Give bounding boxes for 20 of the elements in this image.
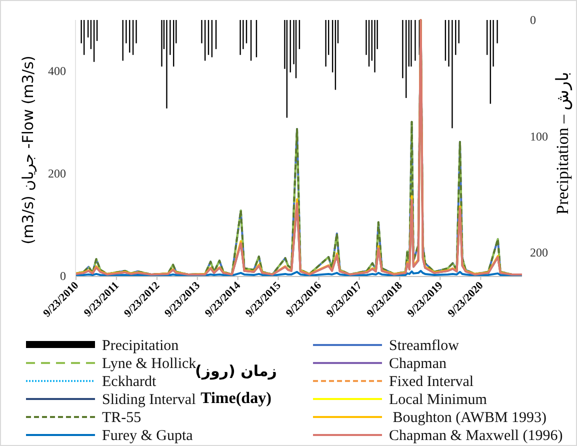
- y2-tick-label: 100: [530, 129, 548, 144]
- legend-label: Local Minimum: [389, 392, 488, 408]
- legend-label: Chapman: [389, 356, 447, 372]
- y-axis-title: (m3/s) جریان -Flow (m3/s): [19, 56, 37, 244]
- y-tick-label: 200: [48, 166, 66, 181]
- legend-label: Fixed Interval: [389, 374, 474, 390]
- y2-tick-label: 200: [530, 246, 548, 260]
- legend-label: Sliding Interval: [102, 392, 196, 408]
- legend-label: Furey & Gupta: [102, 428, 194, 444]
- y-tick-label: 400: [48, 64, 66, 78]
- y2-axis-title: Precipitation – بارش: [553, 72, 573, 214]
- legend-label: Boughton (AWBM 1993): [389, 410, 547, 426]
- y2-tick-label: 0: [530, 13, 536, 27]
- legend-label: TR-55: [102, 410, 142, 426]
- legend-label: Chapman & Maxwell (1996): [389, 428, 563, 444]
- legend-label: Eckhardt: [102, 374, 157, 390]
- y-tick-label: 0: [60, 269, 66, 283]
- legend-label: Precipitation: [102, 338, 180, 354]
- legend-label: Streamflow: [389, 338, 460, 354]
- legend-label: Lyne & Hollick: [102, 356, 197, 372]
